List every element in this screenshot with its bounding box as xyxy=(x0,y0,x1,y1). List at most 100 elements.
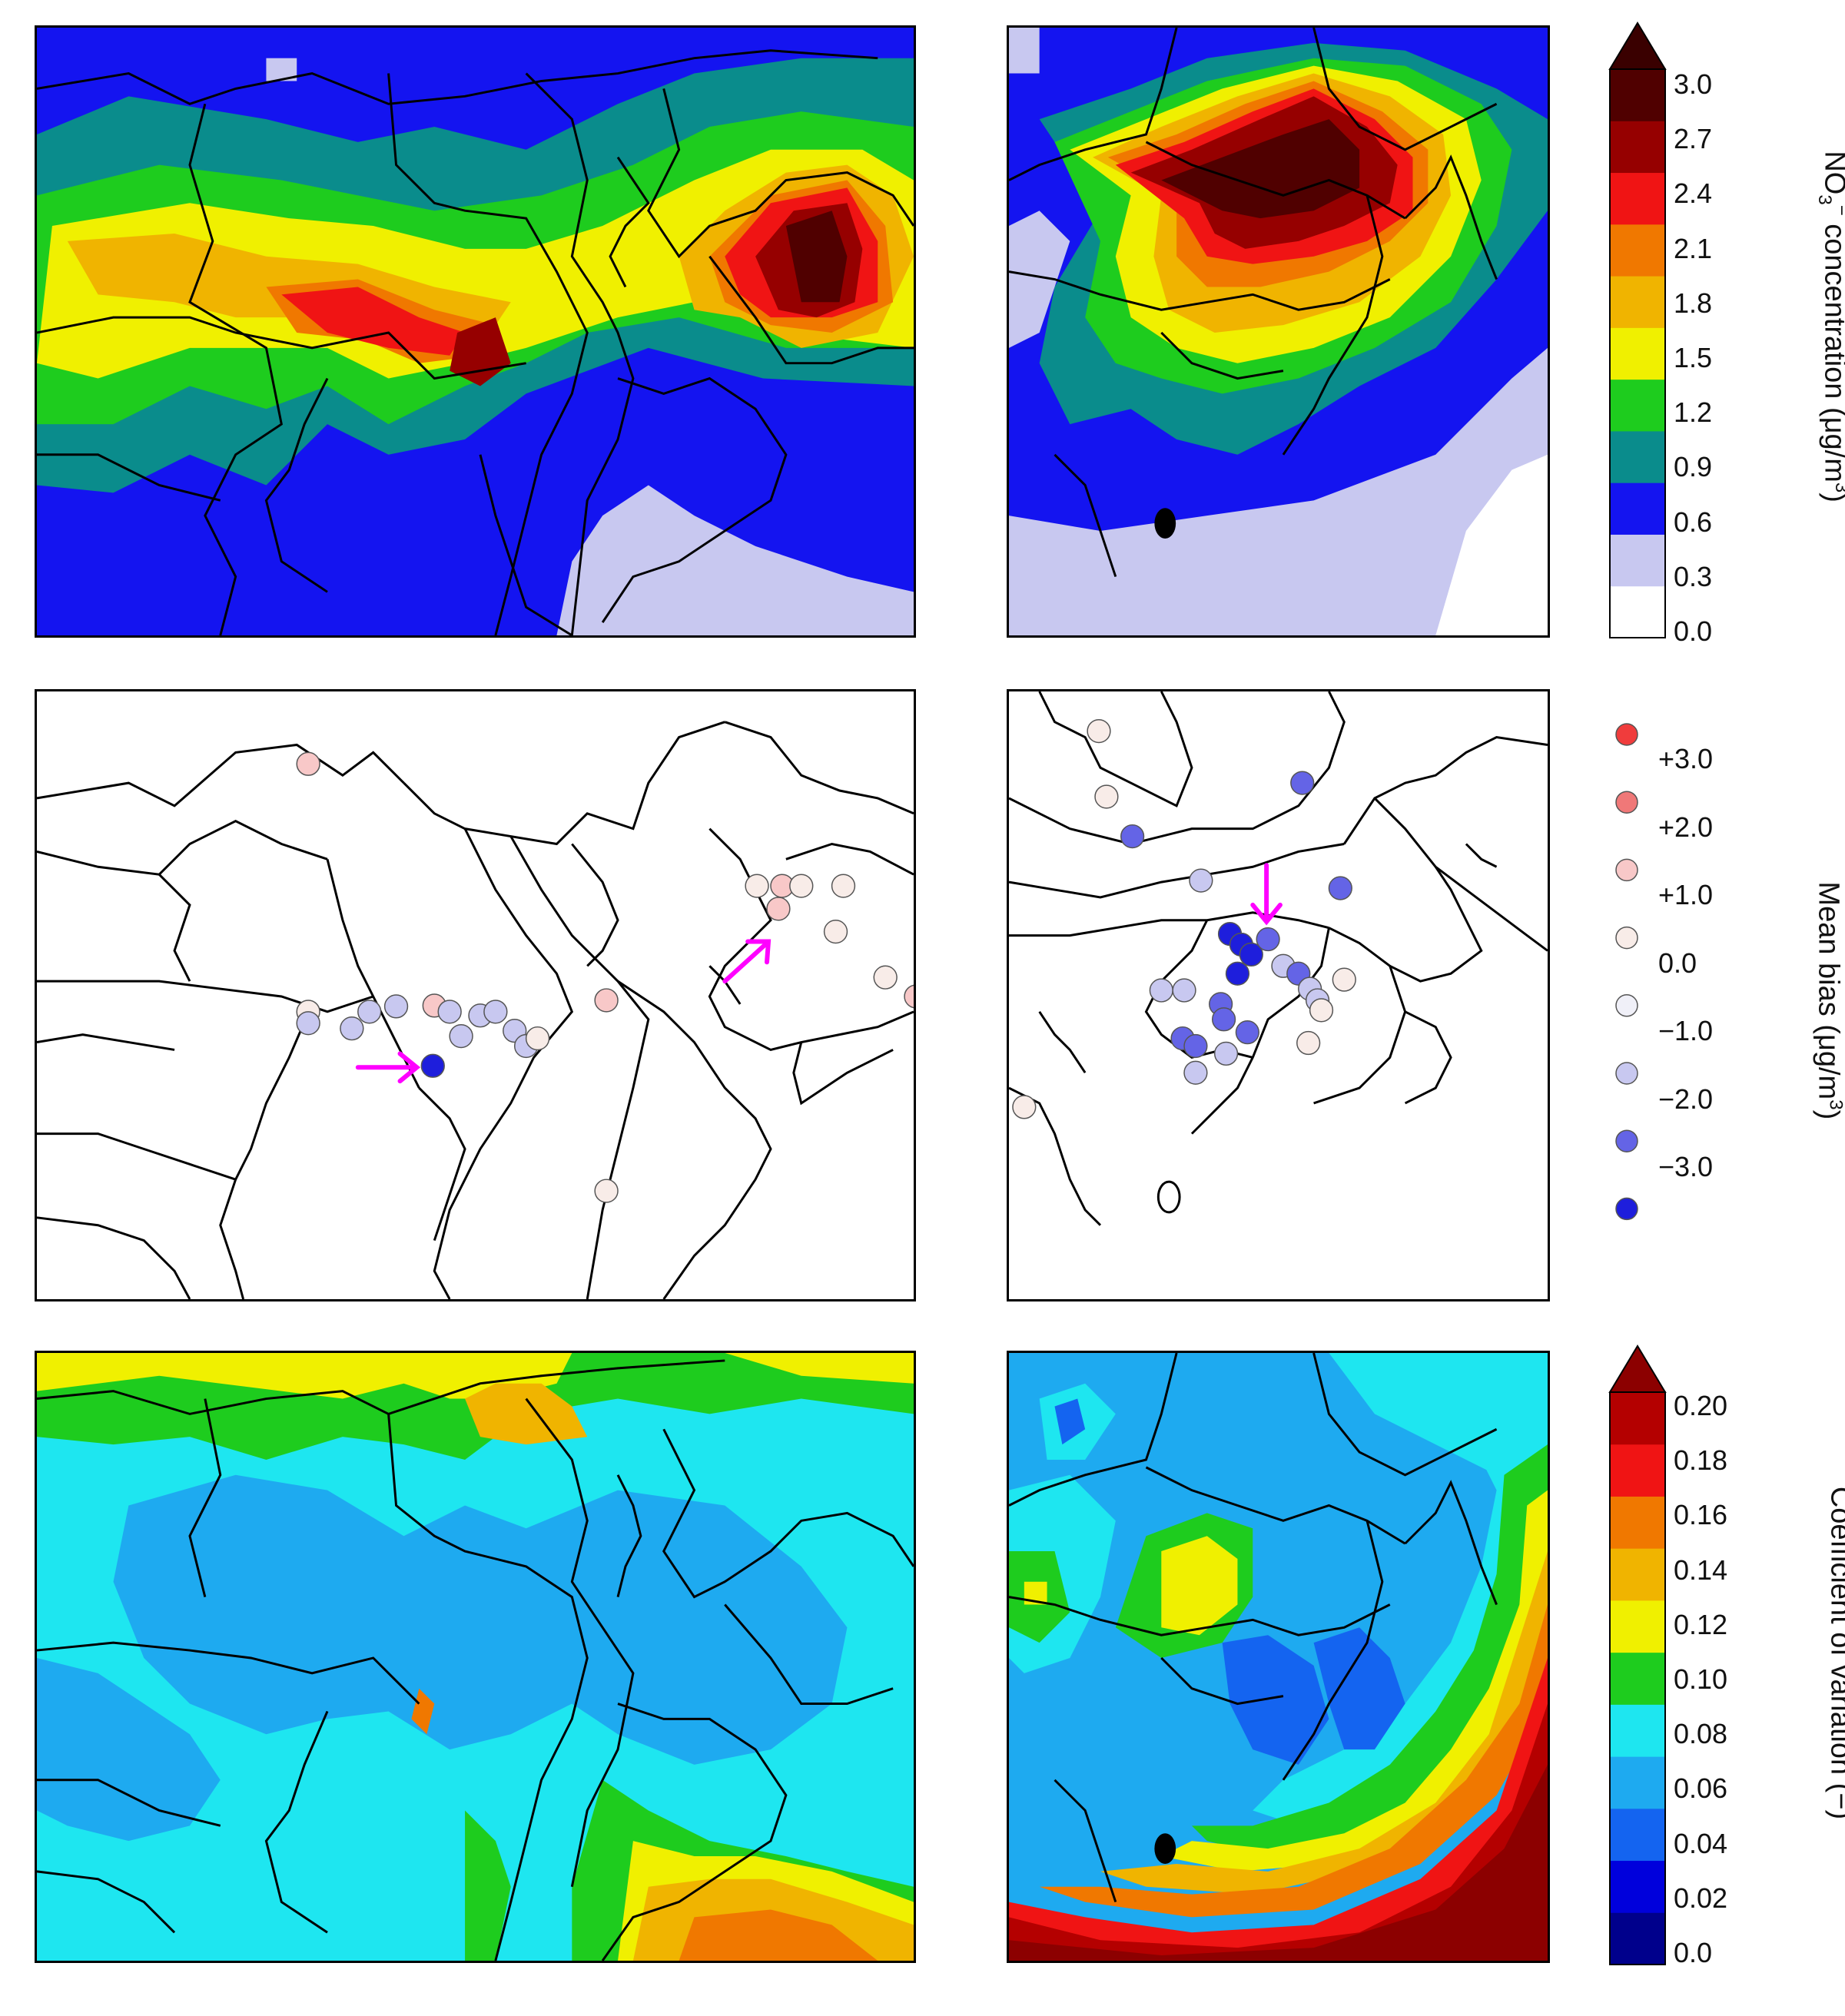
no3-colorbar-segment xyxy=(1610,534,1665,587)
mean-bias-tick-label: −3.0 xyxy=(1658,1151,1714,1182)
kanto-station-dot xyxy=(1225,961,1250,986)
no3-colorbar-label: NO3− concentration (μg/m3) xyxy=(1813,151,1845,502)
cv-colorbar-tick-label: 0.02 xyxy=(1674,1882,1728,1914)
no3-colorbar-tick-label: 0.3 xyxy=(1674,560,1713,592)
cv-colorbar-segment xyxy=(1610,1704,1665,1757)
kansai-station-dot xyxy=(383,994,409,1019)
kansai-station-dot xyxy=(789,874,814,898)
kansai-station-dot xyxy=(437,1000,462,1024)
no3-colorbar-tick-label: 0.0 xyxy=(1674,615,1713,647)
no3-colorbar-tick-label: 1.8 xyxy=(1674,287,1713,319)
cv-colorbar-segment xyxy=(1610,1912,1665,1965)
kansai-station-dot xyxy=(766,897,791,921)
mean-bias-legend-swatch xyxy=(1615,858,1638,882)
cv-colorbar-segment xyxy=(1610,1808,1665,1862)
kanto-arrows xyxy=(1250,863,1283,926)
kansai-cv-map xyxy=(35,1351,916,1963)
kanto-cv-map xyxy=(1007,1351,1550,1963)
kanto-station-dot xyxy=(1094,784,1119,809)
kanto-cv-raster xyxy=(1009,1353,1548,1961)
kanto-stations xyxy=(1012,718,1356,1119)
mean-bias-tick-label: +2.0 xyxy=(1658,811,1714,843)
kansai-station-dot xyxy=(296,1011,320,1036)
no3-colorbar-segment xyxy=(1610,482,1665,535)
kanto-station-dot xyxy=(1211,1007,1236,1032)
cv-colorbar-segment xyxy=(1610,1496,1665,1549)
no3-colorbar-tick-label: 1.2 xyxy=(1674,396,1713,429)
no3-colorbar-segment xyxy=(1610,327,1665,380)
kansai-station-dot xyxy=(904,984,914,1009)
cv-colorbar-tick-label: 0.10 xyxy=(1674,1663,1728,1695)
kanto-station-dot xyxy=(1087,718,1111,744)
cv-colorbar-segment xyxy=(1610,1548,1665,1601)
kanto-station-dot xyxy=(1183,1033,1208,1059)
kansai-station-dot xyxy=(420,1053,445,1078)
kanto-station-dot xyxy=(1239,942,1263,967)
kansai-station-dot xyxy=(483,1000,508,1024)
kansai-stations xyxy=(296,751,914,1203)
no3-colorbar-segment xyxy=(1610,69,1665,121)
cv-colorbar-tick-label: 0.20 xyxy=(1674,1390,1728,1421)
kansai-station-dot xyxy=(525,1026,550,1051)
no3-colorbar-tick-label: 1.5 xyxy=(1674,342,1713,373)
cv-colorbar-tick-label: 0.12 xyxy=(1674,1608,1728,1640)
mean-bias-legend-swatch xyxy=(1615,1197,1638,1221)
cv-colorbar-segment xyxy=(1610,1444,1665,1497)
no3-colorbar-tick-label: 3.0 xyxy=(1674,68,1713,100)
mean-bias-tick-label: −1.0 xyxy=(1658,1015,1714,1046)
kansai-station-dot xyxy=(296,751,320,776)
mean-bias-legend-swatch xyxy=(1615,1129,1638,1152)
mean-bias-legend-swatch xyxy=(1615,791,1638,814)
kansai-arrows xyxy=(355,939,772,1084)
kansai-no3-raster xyxy=(37,28,914,635)
kanto-station-dot xyxy=(1120,824,1145,849)
kansai-station-dot xyxy=(449,1023,473,1049)
kansai-station-dot xyxy=(873,965,898,990)
mean-bias-tick-label: +1.0 xyxy=(1658,879,1714,910)
kanto-station-dot xyxy=(1256,927,1280,952)
no3-colorbar-tick-label: 2.1 xyxy=(1674,232,1713,264)
no3-colorbar-segment xyxy=(1610,585,1665,638)
no3-colorbar-segment xyxy=(1610,379,1665,432)
mean-bias-tick-label: −2.0 xyxy=(1658,1083,1714,1115)
kansai-station-dot xyxy=(823,919,848,944)
kanto-station-dot xyxy=(1235,1020,1259,1045)
kanto-mean-bias-map xyxy=(1007,689,1550,1301)
cv-colorbar-tick-label: 0.06 xyxy=(1674,1772,1728,1805)
no3-colorbar xyxy=(1608,22,1667,638)
no3-colorbar-tick-label: 2.4 xyxy=(1674,177,1713,210)
cv-colorbar xyxy=(1608,1345,1667,1965)
arrow-kansai-east xyxy=(722,939,772,984)
kanto-station-dot xyxy=(1183,1060,1208,1085)
cv-colorbar-tick-label: 0.04 xyxy=(1674,1827,1728,1859)
kanto-station-dot xyxy=(1332,967,1356,992)
kansai-station-dot xyxy=(745,874,769,898)
mean-bias-legend-swatch xyxy=(1615,994,1638,1017)
kanto-station-dot xyxy=(1149,978,1173,1003)
kansai-no3-map xyxy=(35,25,916,638)
no3-colorbar-segment xyxy=(1610,430,1665,483)
cv-colorbar-segment xyxy=(1610,1756,1665,1809)
kansai-mean-bias-map xyxy=(35,689,916,1301)
no3-colorbar-segment xyxy=(1610,121,1665,174)
kanto-station-plot xyxy=(1009,691,1548,1226)
kanto-station-dot xyxy=(1290,771,1315,795)
no3-colorbar-tick-label: 0.6 xyxy=(1674,506,1713,538)
kanto-station-dot xyxy=(1213,1041,1239,1066)
cv-colorbar-segment xyxy=(1610,1860,1665,1913)
no3-colorbar-segment xyxy=(1610,172,1665,225)
mean-bias-legend-swatch xyxy=(1615,723,1638,746)
cv-colorbar-tick-label: 0.14 xyxy=(1674,1553,1728,1586)
mean-bias-legend-swatch xyxy=(1615,1062,1638,1085)
kansai-station-dot xyxy=(357,1000,382,1024)
no3-colorbar-tick-label: 0.9 xyxy=(1674,451,1713,483)
kansai-station-dot xyxy=(594,988,619,1013)
cv-colorbar-segment xyxy=(1610,1600,1665,1653)
cv-colorbar-segment xyxy=(1610,1652,1665,1705)
kansai-station-dot xyxy=(831,874,856,898)
no3-colorbar-segment xyxy=(1610,276,1665,328)
cv-colorbar-tick-label: 0.08 xyxy=(1674,1718,1728,1750)
cv-colorbar-extend-triangle xyxy=(1608,1345,1667,1393)
cv-colorbar-label: Coefficient of variation (−) xyxy=(1824,1486,1845,1820)
mean-bias-legend-swatch xyxy=(1615,926,1638,950)
